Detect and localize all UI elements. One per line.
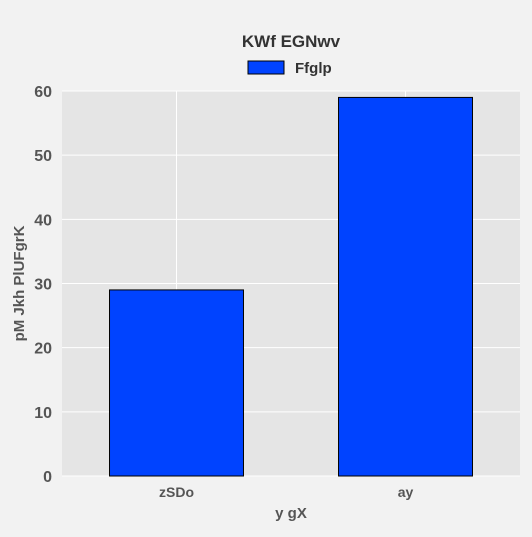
x-tick-label: ay: [398, 484, 414, 500]
x-axis-label: y gX: [275, 505, 307, 522]
legend-label: Ffglp: [295, 60, 332, 77]
bars: [109, 96, 473, 477]
chart-title: KWf EGNwv: [242, 32, 341, 51]
y-tick-label: 20: [34, 341, 52, 358]
y-axis-label: pM Jkh PlUFgrK: [11, 225, 28, 341]
y-tick-label: 40: [34, 212, 52, 229]
y-tick-label: 0: [43, 469, 52, 486]
y-tick-label: 10: [34, 405, 52, 422]
bar-zSDo: [109, 289, 244, 477]
x-tick-label: zSDo: [159, 484, 194, 500]
y-axis-ticks: 0 10 20 30 40 50 60: [34, 84, 52, 486]
legend-swatch: [247, 60, 285, 75]
y-tick-label: 30: [34, 277, 52, 294]
y-tick-label: 50: [34, 148, 52, 165]
legend: Ffglp: [247, 60, 332, 77]
x-axis-ticks: zSDo ay: [159, 484, 413, 500]
y-tick-label: 60: [34, 84, 52, 101]
bar-ay: [338, 96, 473, 477]
